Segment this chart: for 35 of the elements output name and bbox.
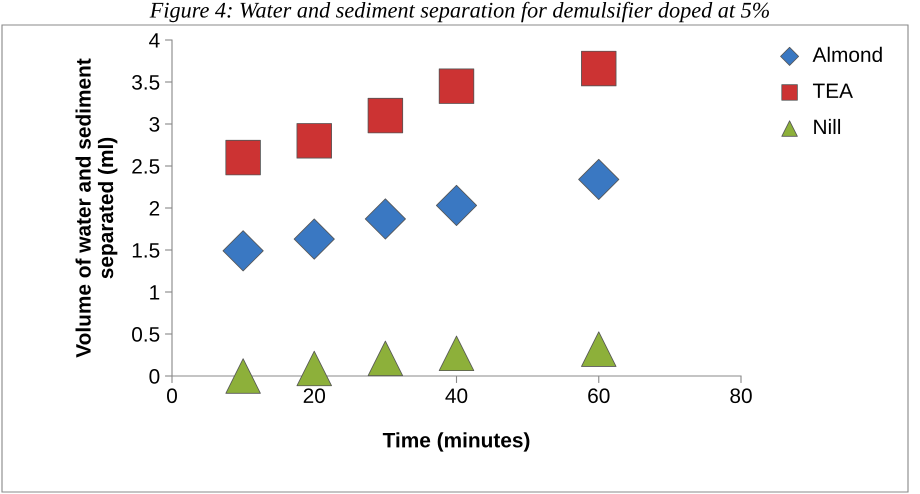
point	[294, 218, 335, 260]
point	[368, 340, 404, 376]
y-tick-label: 2.5	[132, 159, 160, 174]
x-tick-label: 20	[304, 388, 326, 404]
x-tick-label: 60	[588, 388, 610, 404]
x-axis-title: Time (minutes)	[382, 432, 530, 452]
point	[581, 331, 616, 367]
legend-label: TEA	[812, 84, 853, 98]
x-tick-label: 40	[445, 388, 468, 404]
point	[581, 50, 616, 86]
y-tick-label: 1	[150, 285, 160, 300]
legend-label: Almond	[812, 46, 882, 62]
chart-title: Figure 4: Water and sediment separation for demulsifier doped at 5%	[150, 2, 769, 22]
y-tick-label: 4	[149, 33, 160, 48]
point	[578, 158, 620, 200]
x-tick-label: 0	[167, 388, 177, 404]
y-tick-label: 3	[149, 117, 160, 132]
y-tick-label: 2	[150, 201, 160, 216]
point	[438, 336, 474, 372]
point	[296, 123, 332, 159]
point	[225, 140, 261, 176]
legend-label: Nill	[814, 118, 840, 134]
y-tick-label: 1.5	[132, 243, 160, 258]
y-tick-label: 3.5	[132, 75, 160, 90]
point	[368, 98, 404, 134]
y-tick-label: 0.5	[132, 327, 160, 342]
point	[296, 350, 332, 386]
point	[225, 358, 261, 394]
point	[222, 230, 264, 272]
x-tick-label: 80	[730, 388, 752, 404]
point	[436, 184, 478, 226]
point	[364, 198, 406, 240]
point	[438, 68, 474, 104]
y-tick-label: 0	[149, 369, 160, 384]
y-axis-title: Volume of water and sediment separated (ml)	[75, 58, 118, 358]
